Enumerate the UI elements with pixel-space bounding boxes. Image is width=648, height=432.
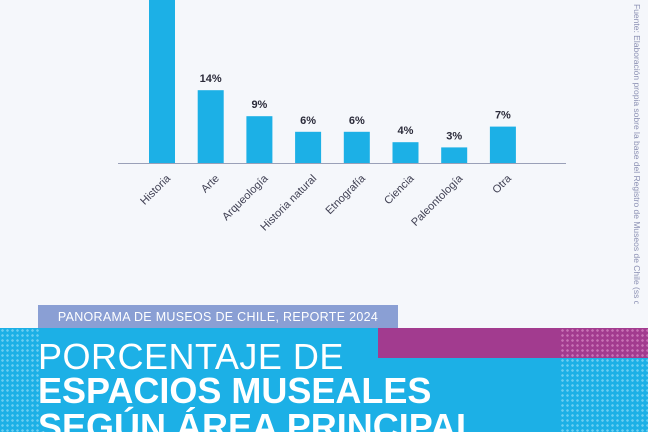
source-note: Fuente: Elaboración propia sobre la base…: [632, 4, 642, 304]
data-label-7: 7%: [495, 110, 511, 122]
bar-4: [343, 131, 370, 163]
data-label-1: 14%: [200, 73, 222, 85]
bar-6: [441, 147, 468, 163]
dot-pattern-left: [0, 328, 40, 432]
data-label-4: 6%: [349, 115, 365, 127]
x-tick-label-4: Etnografía: [324, 172, 369, 217]
data-label-6: 3%: [446, 130, 462, 142]
bar-5: [392, 142, 419, 163]
bar-1: [197, 90, 224, 163]
bar-0: [149, 0, 175, 163]
x-tick-label-6: Paleontología: [409, 172, 466, 229]
title-block: PORCENTAJE DE ESPACIOS MUSEALES SEGÚN ÁR…: [0, 328, 648, 432]
data-label-5: 4%: [398, 125, 414, 137]
x-tick-label-7: Otra: [490, 172, 514, 196]
report-label: PANORAMA DE MUSEOS DE CHILE, REPORTE 202…: [38, 305, 398, 328]
magenta-dot-pattern: [560, 328, 648, 358]
bar-chart: Historia 14% Arte 9% Arqueología 6% Historia n…: [118, 0, 642, 304]
dot-pattern-right: [560, 358, 648, 432]
x-tick-label-5: Ciencia: [382, 172, 417, 207]
bar-2: [246, 116, 273, 163]
title-line-3: SEGÚN ÁREA PRINCIPAL: [38, 406, 479, 432]
x-tick-label-1: Arte: [199, 173, 222, 196]
x-tick-label-2: Arqueología: [220, 172, 271, 223]
bar-7: [489, 126, 516, 163]
bar-3: [295, 131, 322, 163]
data-label-3: 6%: [300, 115, 316, 127]
title-line-2: ESPACIOS MUSEALES: [38, 370, 432, 411]
x-tick-label-0: Historia: [138, 172, 173, 207]
title-line-1: PORCENTAJE DE: [38, 336, 344, 377]
magenta-band: [378, 328, 560, 358]
data-label-2: 9%: [251, 99, 267, 111]
